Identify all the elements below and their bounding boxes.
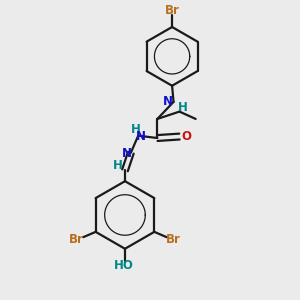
- Text: Br: Br: [166, 233, 181, 246]
- Text: H: H: [113, 159, 122, 172]
- Text: N: N: [163, 95, 173, 108]
- Text: Br: Br: [69, 233, 84, 246]
- Text: N: N: [136, 130, 146, 143]
- Text: N: N: [122, 147, 132, 160]
- Text: H: H: [131, 123, 141, 136]
- Text: Br: Br: [165, 4, 179, 17]
- Text: H: H: [178, 101, 188, 114]
- Text: HO: HO: [114, 259, 134, 272]
- Text: O: O: [182, 130, 192, 143]
